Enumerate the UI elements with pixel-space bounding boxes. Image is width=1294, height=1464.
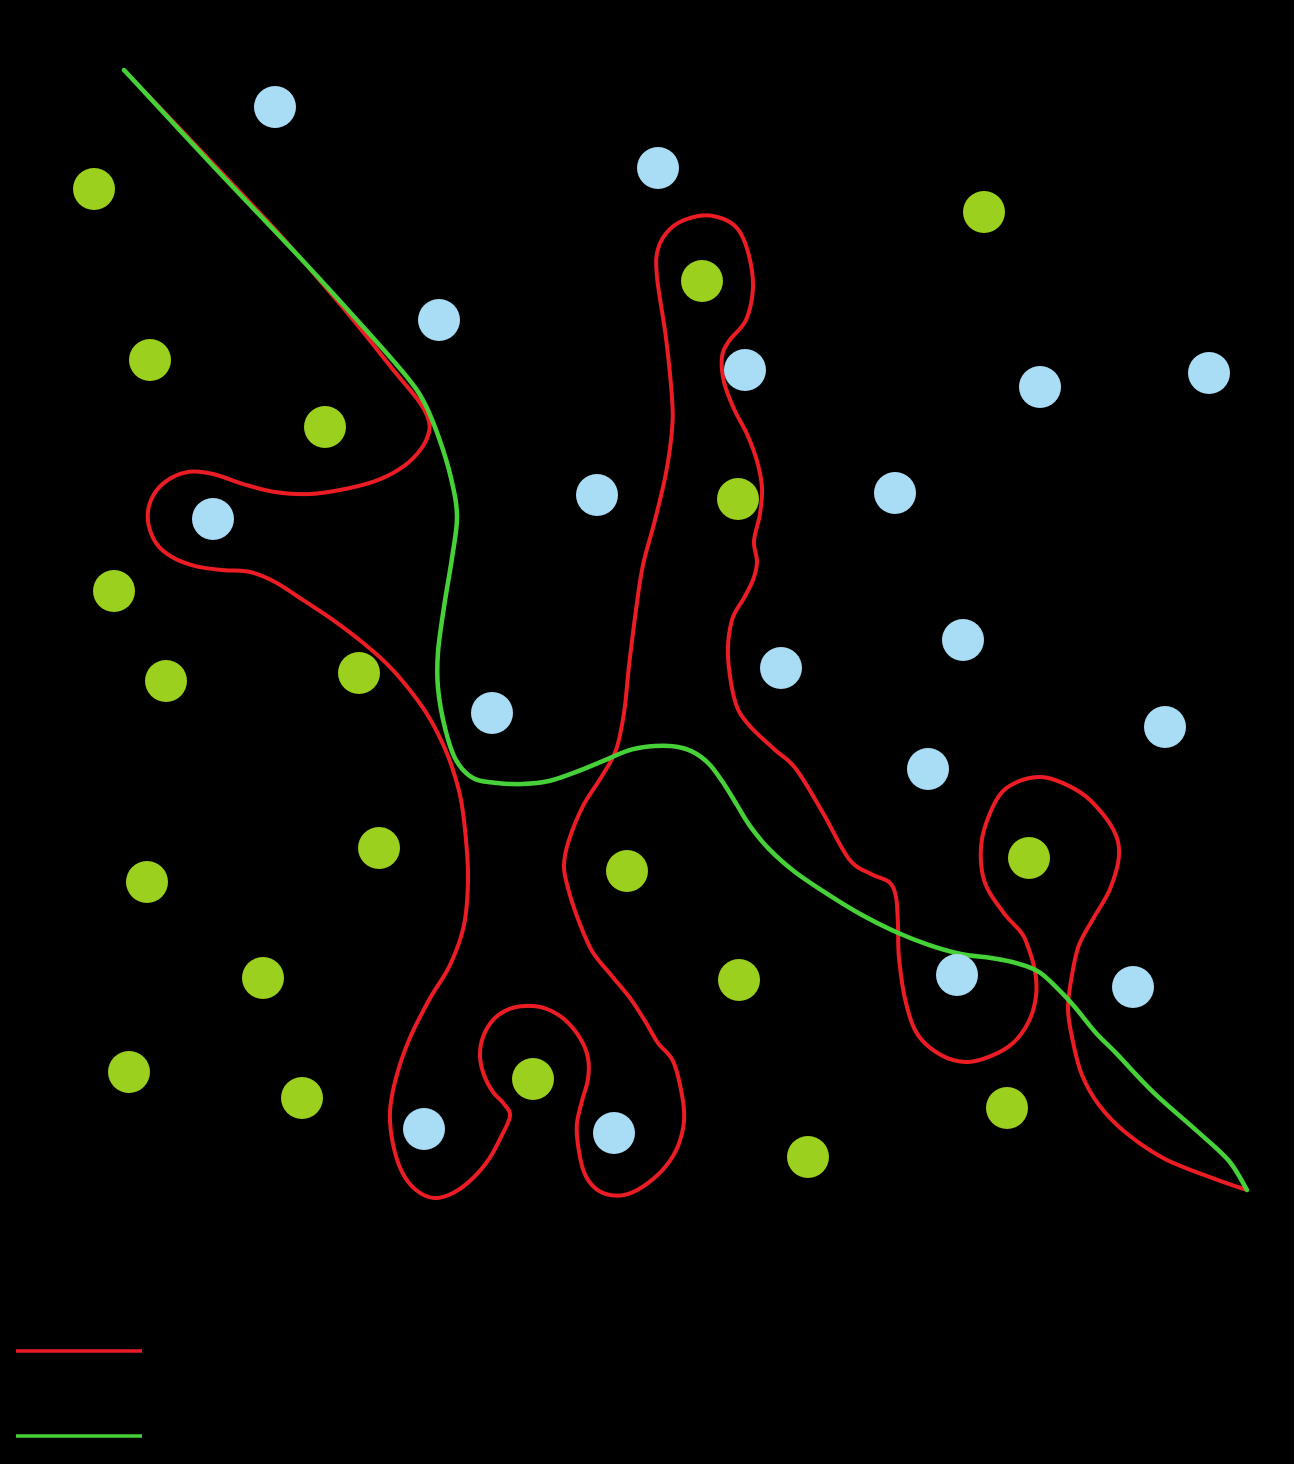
green-class-points-marker: [681, 260, 723, 302]
blue-class-points-marker: [192, 498, 234, 540]
green-class-points-marker: [338, 652, 380, 694]
blue-class-points-marker: [576, 474, 618, 516]
blue-class-points-marker: [1019, 366, 1061, 408]
green-class-points-marker: [73, 168, 115, 210]
legend: [16, 1349, 142, 1438]
blue-class-points-marker: [471, 692, 513, 734]
blue-class-points-marker: [254, 86, 296, 128]
green-class-points-marker: [93, 570, 135, 612]
green-class-points-marker: [718, 959, 760, 1001]
green-class-points-marker: [512, 1058, 554, 1100]
green-class-points-marker: [358, 827, 400, 869]
blue-class-points-marker: [1144, 706, 1186, 748]
blue-class-points-marker: [1188, 352, 1230, 394]
green-class-points-marker: [281, 1077, 323, 1119]
green-class-points-marker: [986, 1087, 1028, 1129]
green-class-points-marker: [126, 861, 168, 903]
green-class-points-marker: [963, 191, 1005, 233]
blue-class-points-marker: [874, 472, 916, 514]
blue-class-points-marker: [403, 1108, 445, 1150]
blue-class-points-marker: [593, 1112, 635, 1154]
green-class-points-marker: [787, 1136, 829, 1178]
green-class-points-marker: [717, 478, 759, 520]
green-class-points-marker: [242, 957, 284, 999]
blue-class-points-marker: [1112, 966, 1154, 1008]
blue-class-points-marker: [637, 147, 679, 189]
green-boundary-curve: [121, 67, 1250, 1193]
blue-class-points-marker: [418, 299, 460, 341]
green-class-points-marker: [304, 406, 346, 448]
green-class-points-marker: [1008, 837, 1050, 879]
blue-class-points-marker: [936, 954, 978, 996]
green-class-points-marker: [129, 339, 171, 381]
red-boundary-curve: [122, 68, 1249, 1201]
blue-class-points-marker: [942, 619, 984, 661]
green-class-points-marker: [606, 850, 648, 892]
green-class-points-marker: [108, 1051, 150, 1093]
blue-class-points-marker: [760, 647, 802, 689]
green-class-points-marker: [145, 660, 187, 702]
blue-class-points-marker: [724, 349, 766, 391]
blue-class-points-marker: [907, 748, 949, 790]
